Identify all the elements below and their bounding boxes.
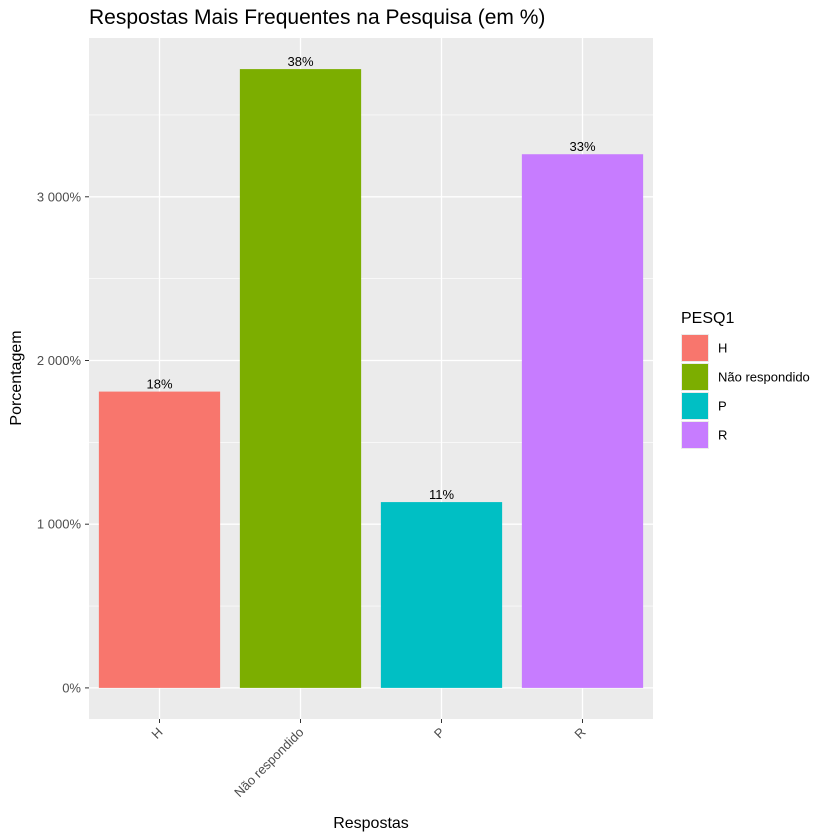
x-axis-title: Respostas <box>333 815 409 832</box>
legend-key <box>682 422 708 448</box>
bar <box>99 392 220 688</box>
y-tick-label: 1 000% <box>37 517 82 532</box>
y-tick-label: 2 000% <box>37 353 82 368</box>
x-tick-label: H <box>148 725 165 742</box>
x-tick-label: Não respondido <box>231 725 307 801</box>
chart-title: Respostas Mais Frequentes na Pesquisa (e… <box>89 6 545 29</box>
bar <box>381 502 502 688</box>
y-axis: 0% 1 000% 2 000% 3 000% <box>37 189 89 695</box>
legend-label: Não respondido <box>718 370 810 385</box>
legend-key <box>682 364 708 390</box>
legend-label: P <box>718 399 727 414</box>
y-tick-label: 0% <box>62 680 81 695</box>
y-tick-label: 3 000% <box>37 189 82 204</box>
legend: PESQ1 H Não respondido PR <box>681 310 810 449</box>
y-axis-title: Porcentagem <box>8 330 25 425</box>
bar <box>522 154 643 688</box>
x-axis: H Não respondido P R <box>148 719 588 800</box>
x-tick-label: P <box>431 725 448 742</box>
bar-data-label: 38% <box>287 54 313 69</box>
bar-data-label: 18% <box>146 377 172 392</box>
legend-label: R <box>718 428 727 443</box>
legend-label: H <box>718 341 727 356</box>
bar-data-label: 33% <box>569 139 595 154</box>
legend-title: PESQ1 <box>681 310 734 327</box>
legend-key <box>682 393 708 419</box>
bar-data-label: 11% <box>429 487 454 502</box>
bar <box>240 69 361 688</box>
legend-key <box>682 335 708 361</box>
x-tick-label: R <box>571 725 588 742</box>
